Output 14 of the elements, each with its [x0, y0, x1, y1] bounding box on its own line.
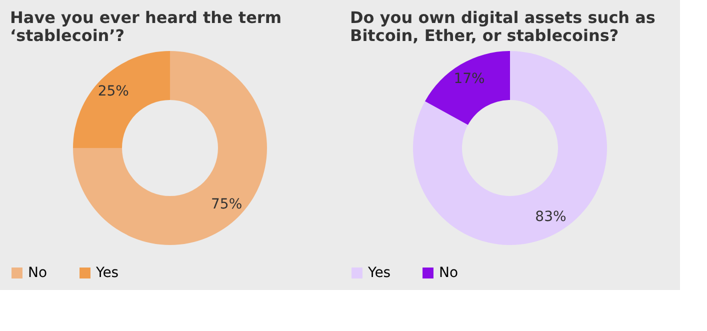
donut-slice	[413, 51, 607, 245]
chart-title: Do you own digital assets such as Bitcoin, Ether, or stablecoins?	[350, 8, 656, 45]
chart-title: Have you ever heard the term ‘stablecoin’?	[10, 8, 282, 45]
data-label: 83%	[535, 208, 566, 225]
donut-slice	[73, 51, 170, 148]
data-label: 17%	[454, 71, 485, 88]
data-label: 75%	[211, 196, 242, 213]
legend-label: Yes	[367, 265, 391, 281]
legend-label: No	[28, 265, 48, 281]
legend-label: Yes	[95, 265, 119, 281]
legend-label: No	[439, 265, 458, 281]
data-label: 25%	[98, 83, 129, 100]
donut-slice	[425, 51, 510, 125]
donut-slice	[73, 51, 267, 245]
